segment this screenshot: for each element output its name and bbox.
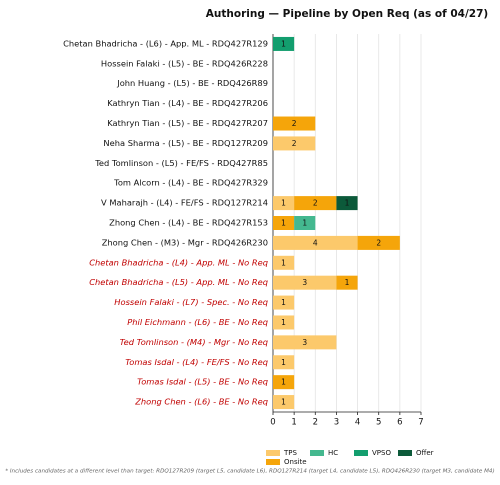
bar-segment — [273, 355, 295, 370]
bar-segment — [294, 216, 316, 230]
x-tick-label: 6 — [397, 418, 402, 428]
segment-label: 1 — [345, 199, 350, 208]
x-tick-label: 2 — [313, 418, 318, 428]
y-tick-label: Tomas Isdal - (L5) - BE - No Req — [137, 377, 268, 387]
segment-label: 1 — [281, 39, 286, 48]
bar-segment — [336, 275, 358, 290]
bar-segment — [273, 275, 337, 290]
y-tick-label: John Huang - (L5) - BE - RDQ426R89 — [116, 78, 268, 88]
segment-label: 1 — [345, 278, 350, 287]
bar-segment — [357, 235, 400, 250]
y-tick-label: Chetan Bhadricha - (L5) - App. ML - No R… — [89, 277, 268, 287]
bar-segment — [273, 116, 316, 131]
segment-label: 1 — [281, 298, 286, 307]
x-tick-label: 3 — [334, 418, 339, 428]
y-tick-label: Ted Tomlinson - (L5) - FE/FS - RDQ427R85 — [94, 158, 268, 168]
segment-label: 1 — [281, 219, 286, 228]
segment-label: 3 — [302, 278, 307, 287]
x-tick-label: 4 — [355, 418, 360, 428]
segment-label: 1 — [281, 318, 286, 327]
bar-segment — [273, 395, 295, 410]
y-tick-label: Hossein Falaki - (L7) - Spec. - No Req — [114, 297, 268, 307]
bar-segment — [336, 196, 358, 211]
y-tick-label: Tom Alcorn - (L4) - BE - RDQ427R329 — [113, 178, 268, 188]
bar-segment — [273, 375, 295, 390]
x-tick-label: 1 — [291, 418, 296, 428]
legend-swatch — [354, 450, 368, 456]
bar-segment — [273, 255, 295, 270]
x-tick-label: 0 — [270, 418, 275, 428]
y-tick-label: Tomas Isdal - (L4) - FE/FS - No Req — [125, 357, 268, 367]
y-tick-label: Zhong Chen - (L6) - BE - No Req — [134, 397, 268, 407]
bar-segment — [273, 335, 337, 350]
segment-label: 2 — [313, 199, 318, 208]
bar-segment — [294, 196, 337, 211]
bar-segment — [273, 36, 295, 51]
y-tick-label: Kathryn Tian - (L5) - BE - RDQ427R207 — [107, 118, 268, 128]
chart-title: Authoring — Pipeline by Open Req (as of … — [206, 8, 488, 20]
legend-label: VPSO — [372, 449, 391, 457]
segment-label: 1 — [281, 398, 286, 407]
segment-label: 2 — [292, 139, 297, 148]
segment-label: 1 — [281, 378, 286, 387]
y-tick-label: Ted Tomlinson - (M4) - Mgr - No Req — [120, 337, 268, 347]
y-tick-label: Neha Sharma - (L5) - BE - RDQ127R209 — [103, 138, 268, 148]
legend-swatch — [398, 450, 412, 456]
segment-label: 1 — [281, 358, 286, 367]
segment-label: 2 — [376, 238, 381, 247]
segment-label: 1 — [281, 258, 286, 267]
legend-label: HC — [328, 449, 338, 457]
y-tick-label: Chetan Bhadricha - (L6) - App. ML - RDQ4… — [63, 38, 268, 48]
bar-segment — [273, 315, 295, 330]
legend-swatch — [310, 450, 324, 456]
segment-label: 4 — [313, 238, 318, 247]
legend-swatch — [266, 450, 280, 456]
y-tick-label: V Maharajh - (L4) - FE/FS - RDQ127R214 — [101, 198, 268, 208]
x-tick-label: 7 — [418, 418, 423, 428]
x-tick-label: 5 — [376, 418, 381, 428]
legend-swatch — [266, 459, 280, 465]
bar-segment — [273, 136, 316, 151]
y-tick-label: Phil Eichmann - (L6) - BE - No Req — [127, 317, 268, 327]
segment-label: 2 — [292, 119, 297, 128]
y-tick-label: Zhong Chen - (M3) - Mgr - RDQ426R230 — [102, 237, 268, 247]
segment-label: 1 — [302, 219, 307, 228]
y-tick-label: Kathryn Tian - (L4) - BE - RDQ427R206 — [107, 98, 268, 108]
segment-label: 3 — [302, 338, 307, 347]
bar-segment — [273, 295, 295, 310]
footnote: * Includes candidates at a different lev… — [5, 469, 494, 475]
bar-segment — [273, 196, 295, 211]
segment-label: 1 — [281, 199, 286, 208]
legend-label: Onsite — [284, 458, 307, 466]
y-tick-label: Hossein Falaki - (L5) - BE - RDQ426R228 — [101, 58, 268, 68]
y-tick-label: Zhong Chen - (L4) - BE - RDQ427R153 — [109, 218, 268, 228]
y-tick-label: Chetan Bhadricha - (L4) - App. ML - No R… — [89, 257, 268, 267]
legend-label: TPS — [283, 449, 297, 457]
bar-segment — [273, 235, 358, 250]
legend-label: Offer — [416, 449, 434, 457]
bar-segment — [273, 216, 295, 230]
